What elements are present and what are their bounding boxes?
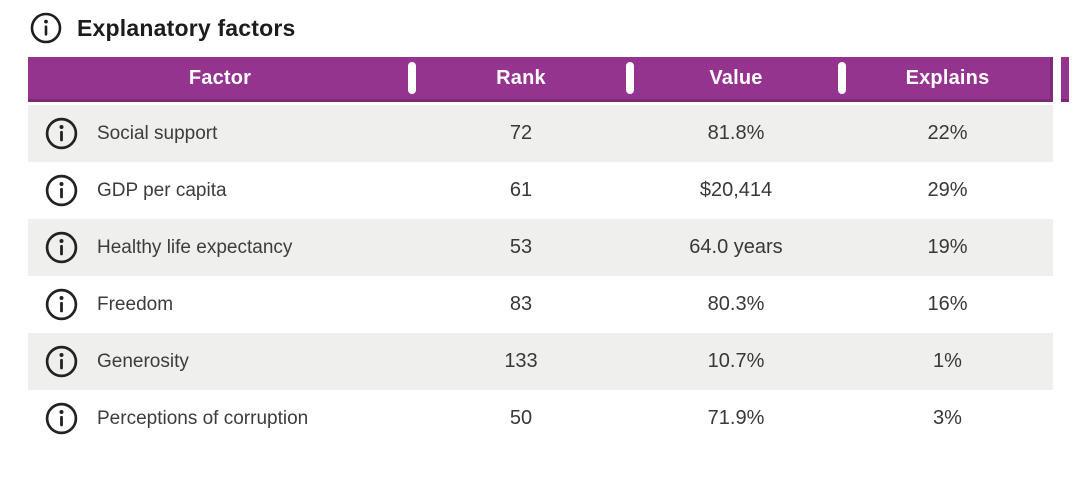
info-icon[interactable] [45, 288, 78, 321]
factor-label: Healthy life expectancy [97, 236, 293, 258]
value-cell: 81.8% [707, 122, 765, 144]
table-row: Freedom 83 80.3% 16% [28, 276, 1053, 333]
column-divider [408, 62, 416, 94]
column-divider [838, 62, 846, 94]
column-divider [626, 62, 634, 94]
factor-label: Freedom [97, 293, 174, 315]
factor-label: Generosity [97, 350, 189, 372]
table-row: GDP per capita 61 $20,414 29% [28, 162, 1053, 219]
header-cutoff-sliver [1061, 57, 1069, 102]
table-row: Social support 72 81.8% 22% [28, 105, 1053, 162]
rank-cell: 50 [509, 407, 533, 429]
rank-cell: 133 [504, 350, 538, 372]
column-header-explains: Explains [905, 66, 990, 89]
factor-label: GDP per capita [97, 179, 227, 201]
value-cell: 10.7% [707, 350, 765, 372]
info-icon[interactable] [45, 117, 78, 150]
explains-cell: 16% [927, 293, 968, 315]
explains-cell: 3% [933, 407, 962, 429]
info-icon[interactable] [30, 12, 62, 44]
explains-cell: 29% [927, 179, 968, 201]
column-header-rank: Rank [496, 66, 546, 89]
table-row: Healthy life expectancy 53 64.0 years 19… [28, 219, 1053, 276]
factor-label: Perceptions of corruption [97, 407, 309, 429]
rank-cell: 53 [509, 236, 533, 258]
info-icon[interactable] [45, 174, 78, 207]
table-header: Factor Rank Value Explains [28, 57, 1069, 102]
value-cell: 80.3% [707, 293, 765, 315]
column-header-value: Value [709, 66, 763, 89]
table-header-bar: Factor Rank Value Explains [28, 57, 1053, 102]
rank-cell: 72 [509, 122, 533, 144]
info-icon[interactable] [45, 231, 78, 264]
value-cell: 64.0 years [689, 236, 783, 258]
rank-cell: 61 [509, 179, 533, 201]
explains-cell: 1% [933, 350, 962, 372]
explanatory-factors-table: Factor Rank Value Explains Social suppor… [28, 57, 1069, 447]
page-title: Explanatory factors [77, 14, 296, 41]
explains-cell: 22% [927, 122, 968, 144]
table-row: Generosity 133 10.7% 1% [28, 333, 1053, 390]
title-bar: Explanatory factors [30, 12, 296, 44]
info-icon[interactable] [45, 345, 78, 378]
table-row: Perceptions of corruption 50 71.9% 3% [28, 390, 1053, 447]
rank-cell: 83 [509, 293, 533, 315]
column-header-factor: Factor [188, 66, 252, 89]
value-cell: $20,414 [699, 179, 773, 201]
explains-cell: 19% [927, 236, 968, 258]
info-icon[interactable] [45, 402, 78, 435]
value-cell: 71.9% [707, 407, 765, 429]
factor-label: Social support [97, 122, 218, 144]
